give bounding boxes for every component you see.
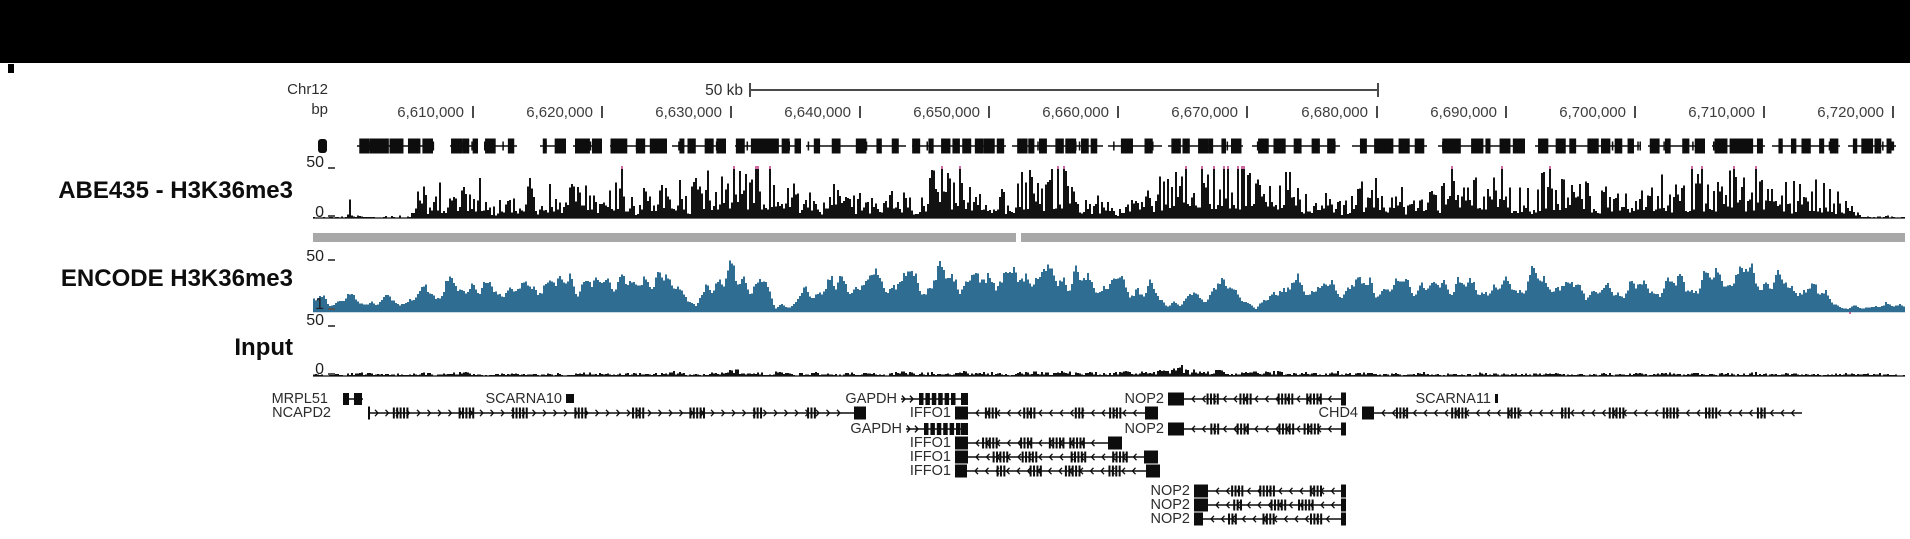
gene-label: SCARNA11 <box>1415 391 1491 407</box>
axis-tick-dash <box>328 215 335 217</box>
axis-tick-label: 6,710,000 <box>1688 104 1755 121</box>
gene-label: NCAPD2 <box>272 405 331 421</box>
axis-tick-mark <box>859 106 861 118</box>
top-black-band <box>0 0 1910 63</box>
axis-tick-mark <box>1892 106 1894 118</box>
gene-label: GAPDH <box>850 421 902 437</box>
axis-tick-mark <box>1634 106 1636 118</box>
axis-tick-mark <box>472 106 474 118</box>
unit-label: bp <box>311 101 328 118</box>
axis-tick-mark <box>1117 106 1119 118</box>
gene-label: IFFO1 <box>909 405 951 421</box>
axis-tick-label: 6,660,000 <box>1042 104 1109 121</box>
axis-tick-mark <box>988 106 990 118</box>
axis-tick-label: 6,690,000 <box>1430 104 1497 121</box>
gene-label: IFFO1 <box>909 463 951 479</box>
axis-tick-label: 6,640,000 <box>784 104 851 121</box>
axis-tick-mark <box>1246 106 1248 118</box>
axis-tick-label: 6,610,000 <box>397 104 464 121</box>
gene-label: MRPL51 <box>271 391 328 407</box>
gene-label: SCARNA10 <box>485 391 562 407</box>
gene-label: NOP2 <box>1124 391 1165 407</box>
gene-label: NOP2 <box>1150 511 1191 527</box>
axis-tick-mark <box>1376 106 1378 118</box>
axis-tick-label: 6,630,000 <box>655 104 722 121</box>
axis-tick-mark <box>601 106 603 118</box>
gene-label: GAPDH <box>845 391 897 407</box>
axis-tick-label: 6,720,000 <box>1817 104 1884 121</box>
axis-tick-dash <box>328 373 335 375</box>
axis-tick-label: 6,680,000 <box>1301 104 1368 121</box>
axis-tick-label: 6,650,000 <box>913 104 980 121</box>
input-ymin: 0 <box>315 361 324 378</box>
encode-ymax: 50 <box>306 248 324 265</box>
track-label-input: Input <box>234 334 293 361</box>
abe435-ymax: 50 <box>306 154 324 171</box>
abe435-ymin: 0 <box>315 204 324 221</box>
track-label-abe435: ABE435 - H3K36me3 <box>58 177 293 204</box>
axis-tick-label: 6,620,000 <box>526 104 593 121</box>
gene-label: CHD4 <box>1318 405 1358 421</box>
edge-notch <box>8 64 14 73</box>
track-label-encode: ENCODE H3K36me3 <box>60 265 293 292</box>
scale-bar-label: 50 kb <box>705 82 743 99</box>
axis-tick-dash <box>328 325 335 327</box>
axis-tick-mark <box>1505 106 1507 118</box>
axis-tick-dash <box>328 167 335 169</box>
axis-tick-label: 6,670,000 <box>1171 104 1238 121</box>
encode-ymin: 1 <box>315 296 324 313</box>
axis-tick-dash <box>328 308 335 310</box>
gene-label: NOP2 <box>1150 497 1191 513</box>
gene-label: NOP2 <box>1150 483 1191 499</box>
gene-label: IFFO1 <box>909 449 951 465</box>
axis-tick-mark <box>1763 106 1765 118</box>
chromosome-label: Chr12 <box>287 81 328 98</box>
axis-tick-mark <box>730 106 732 118</box>
axis-tick-label: 6,700,000 <box>1559 104 1626 121</box>
gene-label: IFFO1 <box>909 435 951 451</box>
input-ymax: 50 <box>306 312 324 329</box>
gene-label: NOP2 <box>1124 421 1165 437</box>
axis-tick-dash <box>328 259 335 261</box>
